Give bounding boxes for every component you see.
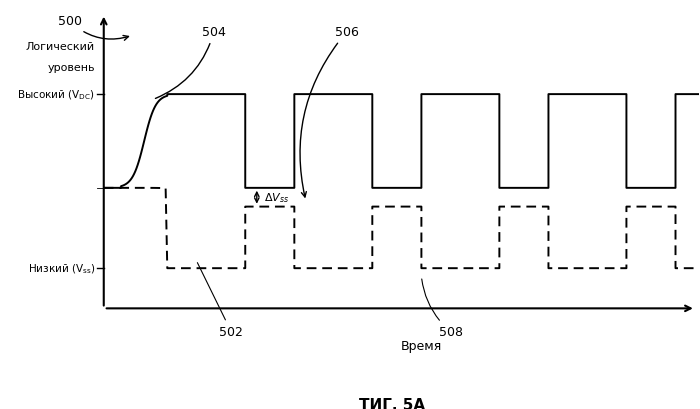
Text: 504: 504 xyxy=(155,26,226,99)
Text: 500: 500 xyxy=(57,16,129,41)
Text: Логический: Логический xyxy=(26,42,95,52)
Text: 502: 502 xyxy=(197,263,243,338)
Text: уровень: уровень xyxy=(48,63,95,73)
Text: ΤИГ. 5А: ΤИГ. 5А xyxy=(360,397,426,409)
Text: $\mathregular{Высокий\ (V_{DC})}$: $\mathregular{Высокий\ (V_{DC})}$ xyxy=(18,88,95,102)
Text: 506: 506 xyxy=(300,26,358,198)
Text: $\mathregular{Низкий\ (V_{ss})}$: $\mathregular{Низкий\ (V_{ss})}$ xyxy=(28,262,95,275)
Text: Время: Время xyxy=(401,339,442,353)
Text: $\Delta V_{ss}$: $\Delta V_{ss}$ xyxy=(264,191,289,204)
Text: 508: 508 xyxy=(421,279,463,338)
